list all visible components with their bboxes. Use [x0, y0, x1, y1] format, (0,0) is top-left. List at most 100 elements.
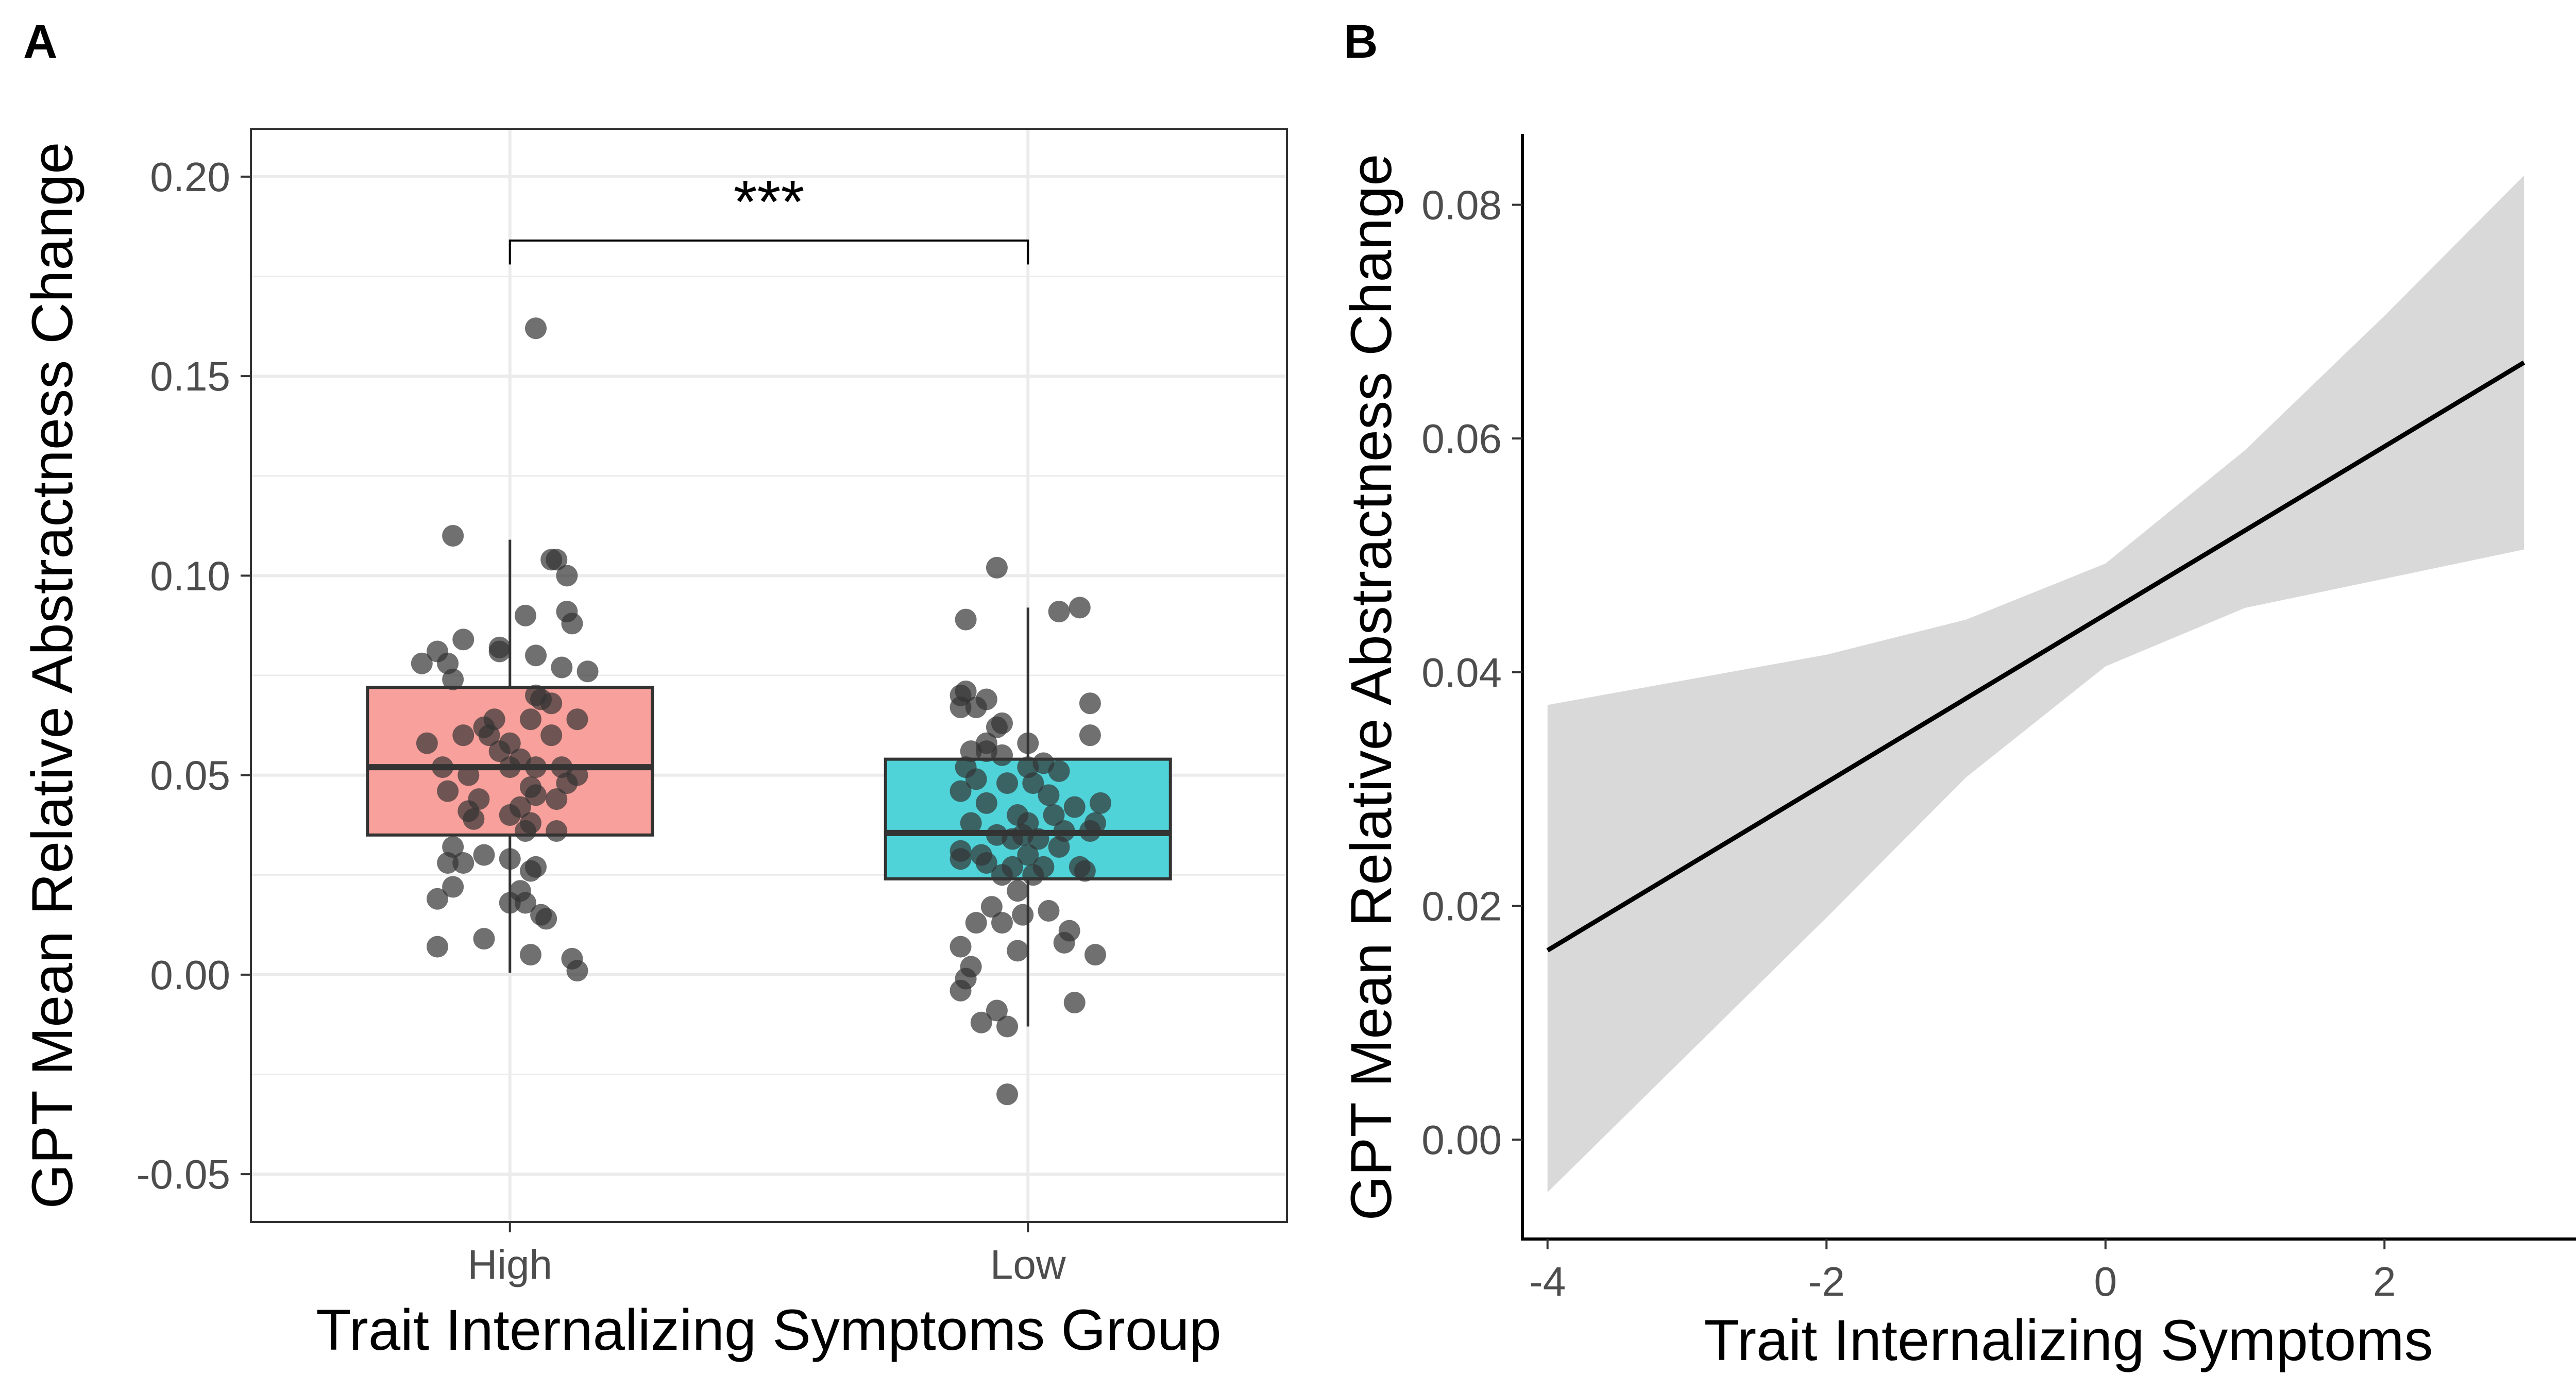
- data-point: [452, 852, 474, 874]
- y-tick-label: 0.04: [1421, 650, 1502, 696]
- data-point: [1017, 844, 1039, 866]
- data-point: [965, 912, 987, 934]
- data-point: [442, 876, 464, 898]
- panel-a-y-ticks: -0.05 0.00 0.05 0.10 0.15 0.20: [137, 154, 251, 1197]
- data-point: [1079, 820, 1101, 842]
- data-point: [991, 912, 1013, 934]
- x-tick-label: -4: [1529, 1259, 1566, 1304]
- data-point: [535, 908, 557, 930]
- data-point: [1053, 931, 1075, 954]
- data-point: [577, 660, 599, 683]
- y-tick-label: 0.08: [1421, 182, 1502, 228]
- data-point: [996, 1015, 1019, 1038]
- regression-line: [1546, 360, 2526, 953]
- data-point: [525, 644, 547, 667]
- panel-a-frame: [250, 128, 1288, 1223]
- data-point: [561, 613, 583, 635]
- y-tick-label: 0.06: [1421, 416, 1502, 462]
- data-point: [950, 780, 972, 802]
- data-point: [540, 724, 563, 747]
- data-point: [1012, 904, 1034, 926]
- data-point: [1063, 796, 1086, 818]
- y-tick-label: 0.15: [150, 353, 230, 399]
- data-point: [980, 896, 1003, 918]
- data-point: [525, 756, 547, 778]
- data-point: [1027, 828, 1049, 850]
- data-point: [514, 820, 536, 842]
- y-tick-label: 0.00: [150, 952, 230, 998]
- data-point: [950, 696, 972, 718]
- panel-a-x-ticks: High Low: [467, 1222, 1066, 1287]
- data-point: [457, 764, 480, 786]
- data-point: [478, 724, 500, 747]
- data-point: [965, 768, 987, 790]
- data-point: [991, 744, 1013, 766]
- data-point: [1043, 804, 1065, 826]
- data-point: [1017, 732, 1039, 754]
- data-point: [1007, 940, 1029, 962]
- x-tick-label: Low: [990, 1242, 1066, 1287]
- data-point: [1063, 992, 1086, 1014]
- panel-a-points: [411, 317, 1112, 1106]
- data-point: [1048, 760, 1070, 782]
- x-tick-label: 2: [2373, 1259, 2396, 1304]
- x-tick-label: 0: [2094, 1259, 2117, 1304]
- data-point: [1002, 828, 1024, 850]
- data-point: [996, 1083, 1019, 1106]
- y-tick-label: -0.05: [137, 1151, 230, 1197]
- panel-b-x-ticks: -4 -2 0 2: [1529, 1239, 2396, 1304]
- data-point: [525, 784, 547, 806]
- data-point: [452, 724, 474, 747]
- y-tick-label: 0.05: [150, 753, 230, 799]
- data-point: [411, 652, 433, 674]
- significance-bracket: ***: [509, 168, 1029, 265]
- data-point: [488, 640, 511, 663]
- data-point: [546, 788, 568, 810]
- data-point: [970, 1011, 992, 1033]
- data-point: [986, 716, 1008, 738]
- significance-stars: ***: [734, 168, 805, 236]
- significance-bracket-line: [509, 239, 1029, 265]
- data-point: [1084, 944, 1106, 966]
- data-point: [960, 812, 982, 834]
- data-point: [473, 928, 495, 950]
- data-point: [986, 999, 1008, 1022]
- data-point: [965, 696, 987, 718]
- data-point: [950, 979, 972, 1002]
- data-point: [463, 808, 485, 830]
- data-point: [525, 317, 547, 340]
- data-point: [1079, 724, 1101, 747]
- data-point: [546, 549, 568, 571]
- data-point: [1022, 864, 1044, 886]
- data-point: [556, 565, 578, 587]
- data-point: [488, 740, 511, 762]
- data-point: [975, 852, 997, 874]
- data-point: [499, 848, 521, 870]
- data-point: [1048, 601, 1070, 623]
- data-point: [442, 524, 464, 547]
- data-point: [519, 708, 541, 731]
- data-point: [1090, 792, 1112, 814]
- panel-a-label: A: [23, 15, 57, 68]
- data-point: [546, 820, 568, 842]
- panel-a-boxplot: -0.05 0.00 0.05 0.10 0.15 0.20 High Low *** Tr…: [20, 128, 1288, 1362]
- data-point: [975, 792, 997, 814]
- y-tick-label: 0.00: [1421, 1117, 1502, 1163]
- y-tick-label: 0.02: [1421, 884, 1502, 929]
- y-tick-label: 0.10: [150, 553, 230, 599]
- x-tick-label: High: [467, 1242, 552, 1287]
- data-point: [452, 629, 474, 651]
- panel-a-x-axis-label: Trait Internalizing Symptoms Group: [316, 1298, 1221, 1362]
- data-point: [426, 888, 448, 910]
- data-point: [514, 604, 536, 626]
- data-point: [437, 852, 459, 874]
- data-point: [556, 772, 578, 794]
- data-point: [1007, 880, 1029, 902]
- x-tick-label: -2: [1808, 1259, 1845, 1304]
- panel-b-y-axis-label: GPT Mean Relative Abstractness Change: [1339, 154, 1403, 1220]
- panel-b-line-chart: 0.00 0.02 0.04 0.06 0.08 -4 -2 0 2 Trait Intern…: [1339, 134, 2576, 1372]
- data-point: [566, 960, 588, 982]
- data-point: [416, 732, 438, 754]
- data-point: [442, 668, 464, 690]
